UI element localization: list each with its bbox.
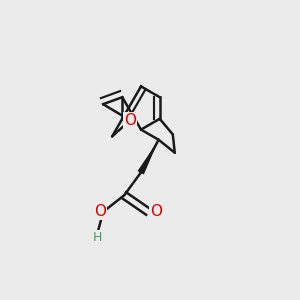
Polygon shape — [137, 140, 159, 175]
Text: O: O — [94, 204, 106, 219]
Text: O: O — [150, 204, 162, 219]
Text: H: H — [92, 231, 102, 244]
Text: O: O — [124, 113, 136, 128]
